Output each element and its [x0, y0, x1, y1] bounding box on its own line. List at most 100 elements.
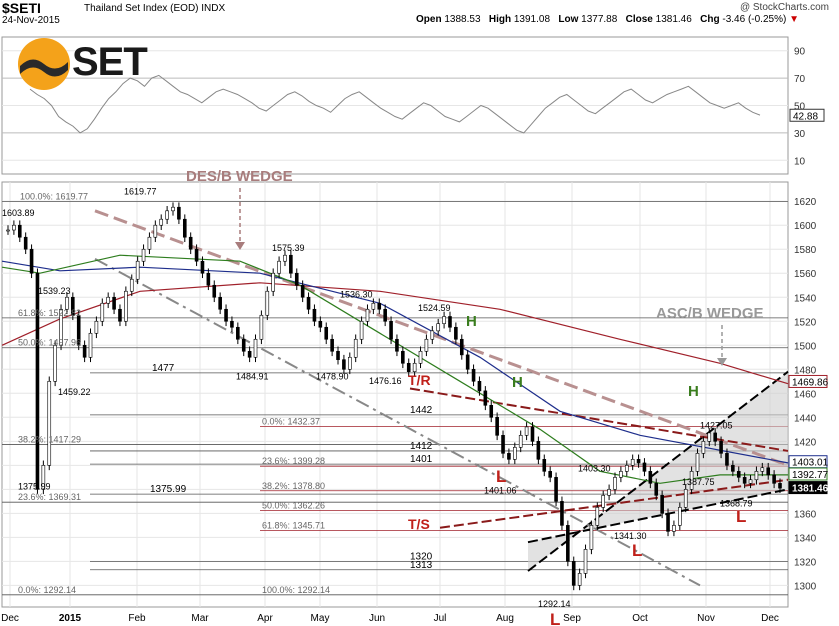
ma-red-line	[1, 282, 789, 385]
chg-value: -3.46 (-0.25%)	[722, 14, 787, 25]
price-tick-label: 1620	[794, 197, 817, 208]
price-candle	[212, 284, 217, 298]
price-candle	[383, 308, 387, 322]
price-tag: 1469.86	[792, 377, 829, 388]
price-candle	[695, 453, 700, 472]
price-candle	[59, 308, 63, 346]
price-candle	[194, 248, 199, 262]
price-candle	[271, 272, 275, 292]
price-candle	[754, 471, 759, 481]
price-label: 1427.05	[700, 421, 733, 431]
low-value: 1377.88	[581, 14, 618, 25]
open-value: 1388.53	[444, 14, 481, 25]
rsi-line	[29, 74, 761, 134]
price-candle	[41, 465, 46, 490]
rsi-tick-label: 30	[794, 129, 806, 140]
price-candle	[624, 465, 629, 472]
exchange: INDX	[201, 3, 226, 14]
rsi-tick-label: 10	[794, 156, 806, 167]
index-name: Thailand Set Index (EOD) INDX	[84, 3, 225, 14]
x-tick-label: Aug	[496, 613, 514, 624]
price-candle	[306, 296, 311, 310]
price-candle	[312, 308, 317, 322]
price-label: 1524.59	[418, 303, 451, 313]
price-candle	[589, 525, 594, 550]
price-candle	[401, 350, 405, 364]
price-candle	[748, 479, 753, 484]
chart-annotation: T/S	[408, 516, 430, 532]
price-candle	[507, 453, 511, 460]
price-label: 1387.75	[682, 477, 715, 487]
price-candle	[47, 380, 52, 466]
price-candle	[442, 316, 446, 324]
price-candle	[259, 314, 264, 340]
price-candle	[318, 320, 323, 328]
chart-date: 24-Nov-2015	[2, 15, 60, 26]
price-tag-box	[788, 374, 828, 388]
price-candle	[82, 344, 87, 358]
price-candle	[471, 368, 476, 382]
des-wedge-upper	[94, 209, 789, 467]
wedge-lower-line	[527, 488, 789, 544]
logo-text: SET	[72, 40, 148, 84]
price-candle	[53, 344, 57, 382]
chart-annotation: ASC/B WEDGE	[656, 305, 764, 322]
price-candle	[129, 278, 134, 292]
level-label: 1375.99	[150, 484, 187, 495]
fib-right-label: 50.0%: 1362.26	[262, 501, 325, 511]
price-candle	[678, 507, 682, 526]
price-candle	[200, 260, 205, 274]
price-candle	[489, 405, 494, 418]
price-candle	[701, 441, 706, 454]
price-candle	[206, 272, 211, 286]
price-label: 1375.99	[18, 482, 51, 492]
set-logo	[18, 38, 70, 90]
price-candle	[389, 320, 393, 340]
price-label: 1539.23	[38, 286, 71, 296]
price-candle	[236, 326, 240, 340]
price-tick-label: 1560	[794, 269, 817, 280]
price-candle	[300, 284, 305, 298]
price-tick-label: 1460	[794, 389, 817, 400]
price-candle	[513, 447, 517, 460]
price-candle	[418, 350, 423, 364]
x-tick-label: Feb	[128, 613, 146, 624]
fib-right-label: 38.2%: 1378.80	[262, 481, 325, 491]
price-candle	[642, 462, 647, 472]
price-candle	[454, 326, 458, 340]
price-candle	[766, 467, 771, 476]
price-candle	[135, 260, 140, 280]
x-tick-label: Jun	[369, 613, 385, 624]
x-tick-label: Oct	[632, 613, 648, 624]
price-tick-label: 1480	[794, 365, 817, 376]
chart-annotation: H	[512, 374, 523, 391]
index-name-text: Thailand Set Index (EOD)	[84, 3, 199, 14]
price-label: 1603.89	[2, 208, 35, 218]
price-label: 1341.30	[614, 531, 647, 541]
price-candle	[377, 302, 382, 310]
price-tick-label: 1500	[794, 341, 817, 352]
des-wedge-arrow-head	[235, 242, 245, 250]
rsi-tick-label: 70	[794, 74, 806, 85]
price-candle	[230, 320, 234, 328]
price-candle	[94, 320, 99, 334]
price-candle	[595, 507, 600, 526]
level-label: 1442	[410, 405, 433, 416]
price-label: 1478.90	[316, 371, 349, 381]
chart-annotation: H	[688, 383, 699, 400]
price-tag: 1381.46	[792, 484, 829, 495]
price-candle	[265, 290, 270, 316]
fib-right-label: 61.8%: 1345.71	[262, 521, 325, 531]
price-candle	[742, 477, 747, 484]
rsi-last-box	[789, 108, 825, 122]
price-candle	[365, 308, 370, 322]
price-candle	[436, 323, 440, 332]
price-candle	[672, 525, 676, 532]
fib-left-label: 100.0%: 1619.77	[20, 191, 88, 201]
price-candle	[241, 338, 246, 352]
chart-annotation: T/R	[408, 372, 431, 388]
price-candle	[583, 549, 588, 574]
price-candle	[348, 356, 352, 370]
price-candle	[406, 362, 411, 372]
x-tick-label: Dec	[761, 613, 779, 624]
